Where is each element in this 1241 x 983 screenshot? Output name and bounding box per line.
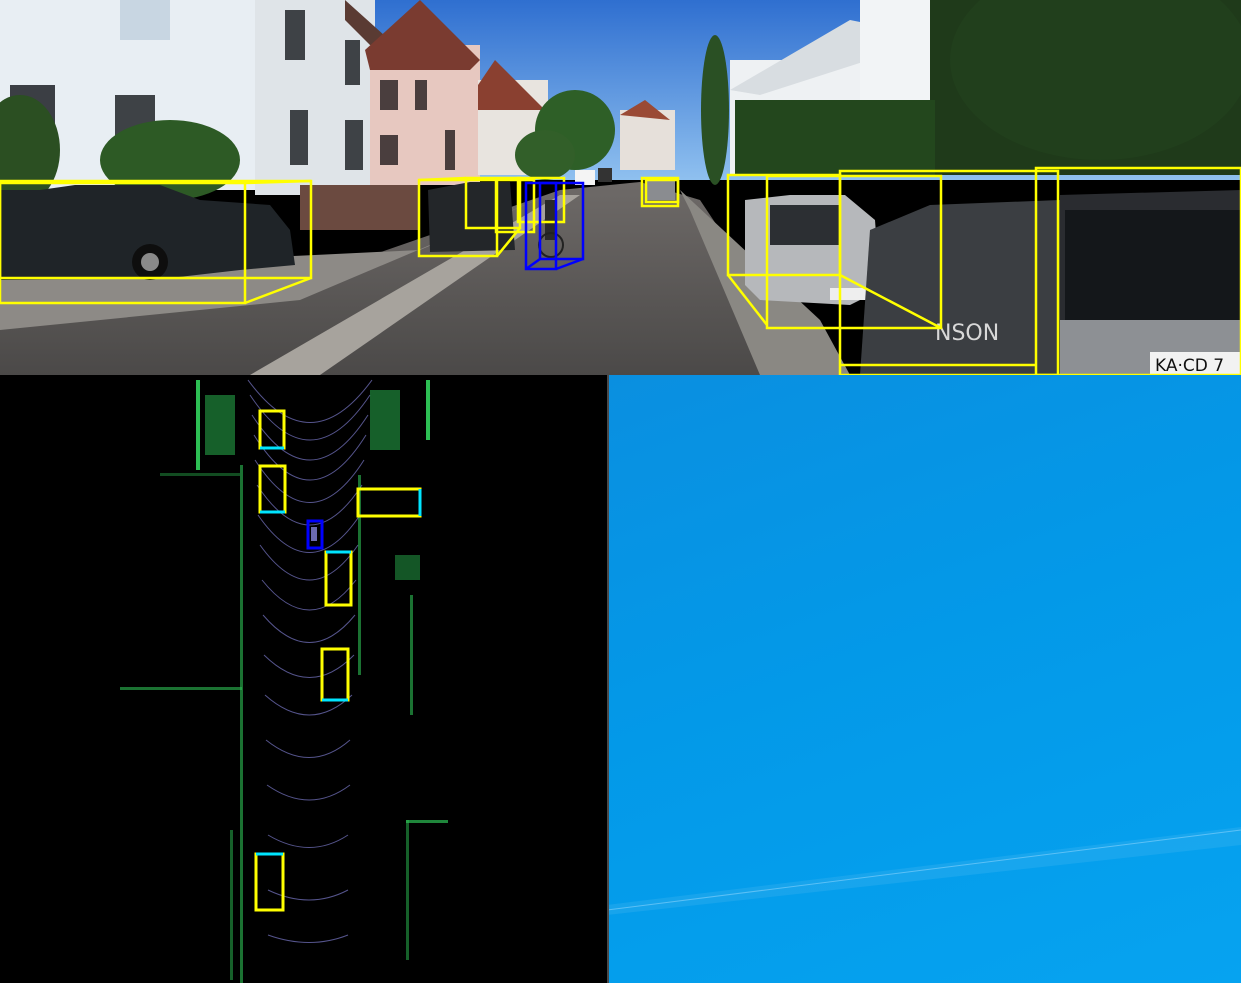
hedge-right — [735, 100, 935, 175]
bev-box-car-1 — [258, 464, 287, 514]
license-plate-text: KA·CD 7 — [1155, 356, 1224, 375]
bbox-3d-car-0 — [0, 179, 313, 305]
lidar-structures — [120, 380, 448, 983]
van-lettering: NSON — [935, 321, 999, 346]
wallpaper-light-beam — [607, 827, 1241, 915]
bev-box-car-3 — [324, 550, 353, 607]
bev-car-boxes — [254, 409, 422, 912]
parked-van — [860, 200, 1060, 375]
camera-scene: KA·CD 7 NSON — [0, 0, 1241, 375]
bbox-3d-car-5 — [838, 166, 1241, 375]
parked-car-left — [0, 185, 295, 280]
lidar-point-cloud — [120, 379, 448, 983]
bev-box-car-2 — [356, 487, 422, 518]
bev-box-cyclist — [306, 519, 324, 550]
camera-image-panel: KA·CD 7 NSON — [0, 0, 1241, 375]
desktop-wallpaper — [607, 375, 1241, 983]
lidar-bev-panel — [0, 375, 607, 983]
bbox-3d-car-3 — [640, 176, 680, 208]
bbox-3d-cyclist — [524, 181, 585, 271]
bev-box-car-4 — [320, 647, 350, 702]
bev-box-car-0 — [258, 409, 286, 450]
scan-rings — [247, 379, 373, 943]
bev-box-car-5 — [254, 852, 285, 912]
panel-divider — [607, 375, 609, 983]
